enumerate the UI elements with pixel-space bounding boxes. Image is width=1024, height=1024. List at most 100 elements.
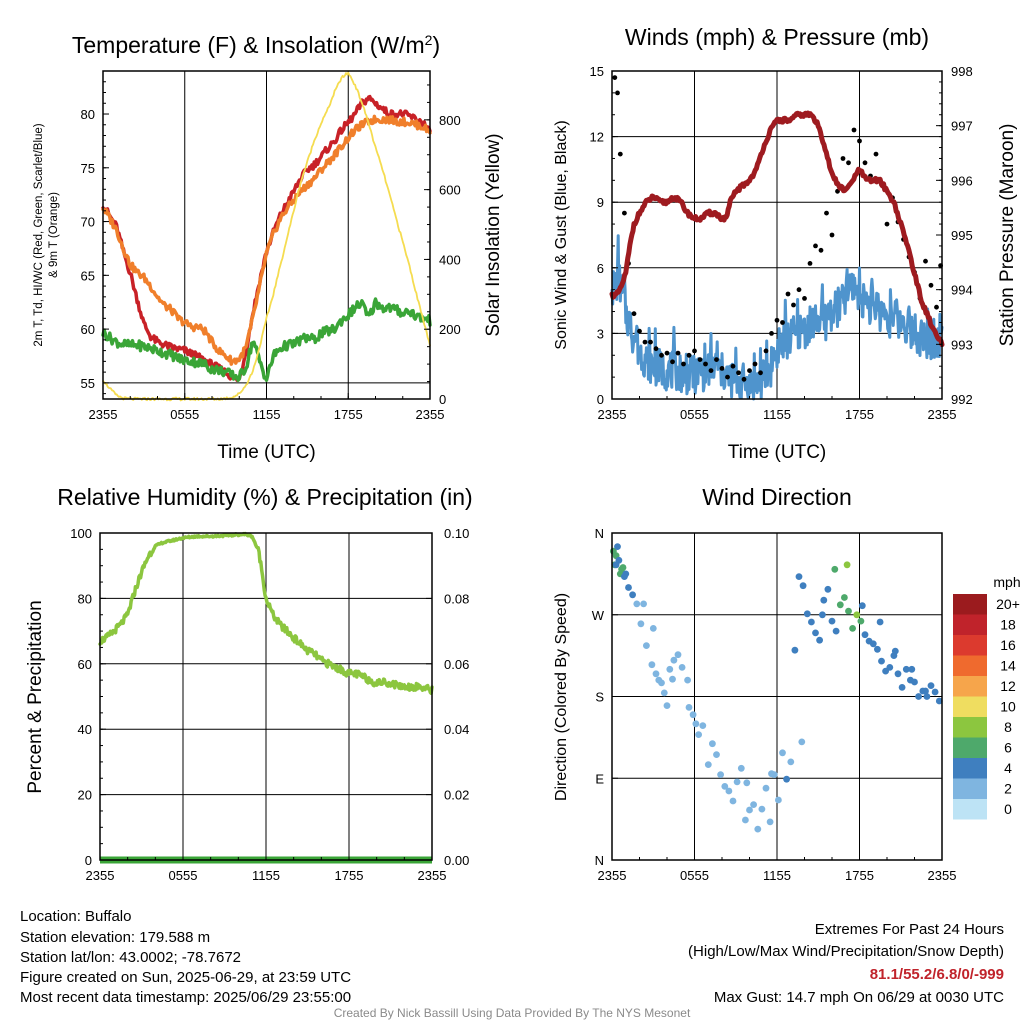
gust-point — [857, 138, 862, 144]
gust-point — [796, 287, 802, 293]
gust-point — [928, 282, 934, 288]
y-axis-label-left: Percent & Precipitation — [25, 600, 46, 793]
direction-point — [876, 618, 884, 626]
y-right-tick-label: 0.10 — [444, 526, 469, 541]
x-tick-label: 2355 — [598, 868, 627, 883]
gust-point — [752, 361, 758, 367]
legend-swatch — [953, 655, 987, 676]
direction-point — [721, 783, 729, 790]
direction-point — [861, 631, 869, 639]
direction-point — [836, 601, 844, 609]
direction-point — [637, 620, 645, 628]
direction-point — [737, 764, 745, 772]
gust-point — [664, 350, 670, 356]
gust-point — [617, 151, 623, 157]
y-tick-label: 12 — [590, 130, 604, 145]
direction-point — [878, 657, 885, 665]
y-tick-label: 0 — [597, 392, 604, 407]
direction-point — [927, 682, 935, 689]
direction-point — [713, 751, 720, 758]
gust-point — [862, 160, 868, 166]
direction-point — [915, 693, 922, 700]
winds-pressure-panel: Winds (mph) & Pressure (mb) 2355 0555 1155 1… — [553, 24, 1018, 463]
direction-point — [619, 564, 627, 571]
direction-point — [733, 778, 741, 786]
y-tick-label: W — [592, 608, 605, 623]
y-tick-label: S — [595, 690, 604, 705]
gust-point — [802, 296, 807, 301]
direction-point — [812, 629, 819, 637]
x-tick-label: 2355 — [89, 407, 118, 422]
direction-point — [902, 665, 910, 673]
y-tick-label: 15 — [590, 64, 604, 79]
direction-point — [779, 749, 786, 757]
y-right-tick-label: 995 — [951, 228, 973, 243]
created-text: Figure created on Sun, 2025-06-29, at 23… — [20, 969, 352, 986]
direction-point — [857, 617, 865, 625]
extremes-values: 81.1/55.2/6.8/0/-999 — [869, 966, 1004, 983]
extremes-title: Extremes For Past 24 Hours — [814, 921, 1004, 938]
y-right-tick-label: 400 — [439, 252, 461, 267]
gust-point — [747, 368, 752, 373]
direction-point — [629, 591, 636, 599]
direction-point — [660, 689, 668, 697]
direction-point — [622, 570, 630, 578]
x-tick-label: 2355 — [598, 407, 627, 422]
y-right-tick-label: 200 — [439, 322, 461, 337]
series-station-pressure — [609, 110, 945, 348]
x-tick-label: 1755 — [845, 407, 874, 422]
direction-point — [845, 607, 852, 615]
direction-point — [841, 594, 848, 601]
gust-point — [736, 370, 741, 376]
gust-point — [923, 258, 928, 264]
y-right-tick-label: 998 — [951, 64, 973, 79]
direction-point — [674, 651, 682, 659]
series-solar-insolation — [102, 71, 431, 402]
direction-point — [742, 816, 749, 824]
gust-point — [873, 151, 879, 157]
direction-point — [935, 697, 943, 705]
direction-point — [640, 600, 647, 608]
direction-point — [612, 561, 620, 569]
legend-swatch — [953, 696, 987, 717]
direction-point — [725, 787, 733, 795]
gust-point — [846, 160, 851, 166]
y-tick-label: N — [595, 853, 604, 868]
y-tick-label: 60 — [81, 322, 95, 337]
direction-point — [819, 611, 826, 619]
y-tick-label: 75 — [81, 161, 95, 176]
direction-point — [858, 602, 866, 610]
x-tick-label: 2355 — [928, 407, 957, 422]
gust-point — [774, 317, 780, 323]
gust-point — [637, 328, 642, 334]
y-right-tick-label: 993 — [951, 337, 973, 352]
recent-timestamp-text: Most recent data timestamp: 2025/06/29 2… — [20, 989, 352, 1006]
gust-point — [714, 357, 719, 362]
gust-point — [840, 156, 846, 161]
title-superscript: 2 — [425, 32, 433, 48]
x-tick-label: 0555 — [169, 868, 198, 883]
gust-point — [612, 75, 618, 80]
gust-point — [769, 331, 774, 336]
y-right-tick-label: 0 — [439, 392, 446, 407]
x-axis-label: Time (UTC) — [728, 442, 827, 463]
direction-point — [666, 665, 674, 673]
direction-point — [853, 611, 861, 619]
chart-title: Wind Direction — [702, 484, 852, 510]
x-tick-label: 1155 — [253, 407, 281, 422]
y-right-tick-label: 0.02 — [444, 788, 469, 803]
direction-point — [717, 771, 724, 778]
y-tick-label: N — [595, 526, 604, 541]
gust-point — [670, 359, 675, 365]
direction-point — [874, 645, 881, 653]
y-right-tick-label: 800 — [439, 113, 461, 128]
direction-point — [849, 625, 856, 632]
y-tick-label: 0 — [85, 853, 92, 868]
x-tick-label: 1755 — [334, 407, 363, 422]
direction-point — [831, 565, 839, 573]
direction-point — [754, 825, 762, 833]
direction-point — [684, 676, 691, 684]
direction-point — [652, 670, 660, 678]
x-tick-label: 2355 — [928, 868, 957, 883]
